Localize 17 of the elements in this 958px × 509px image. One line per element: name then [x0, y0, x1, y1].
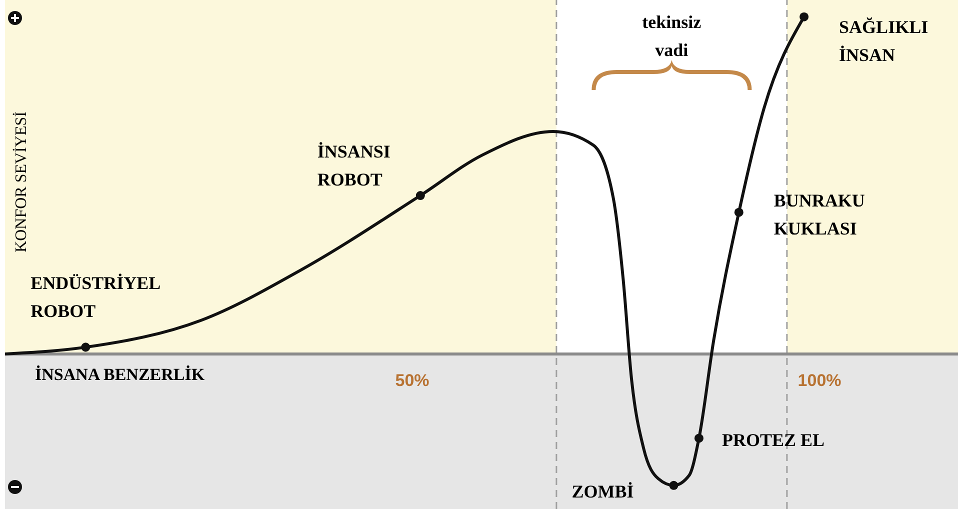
annotation: BUNRAKU KUKLASI	[774, 190, 865, 238]
annotation: PROTEZ EL	[722, 430, 825, 450]
point	[416, 191, 425, 200]
annotation: ENDÜSTRİYEL ROBOT	[30, 273, 161, 322]
x-axis-title: İNSANA BENZERLİK	[35, 364, 206, 384]
point	[81, 342, 90, 352]
y-axis-title: KONFOR SEVİYESİ	[12, 112, 30, 252]
point	[669, 480, 678, 490]
point	[694, 434, 704, 443]
annotation: SAĞLIKLI İNSAN	[839, 16, 928, 65]
annotation: İNSANSI ROBOT	[317, 142, 390, 190]
point	[734, 208, 744, 217]
x-tick-label: 50%	[395, 370, 430, 390]
point	[800, 12, 809, 22]
annotation: tekinsiz vadi	[642, 12, 702, 60]
annotation: ZOMBİ	[572, 481, 634, 502]
x-tick-label: 100%	[798, 370, 842, 390]
